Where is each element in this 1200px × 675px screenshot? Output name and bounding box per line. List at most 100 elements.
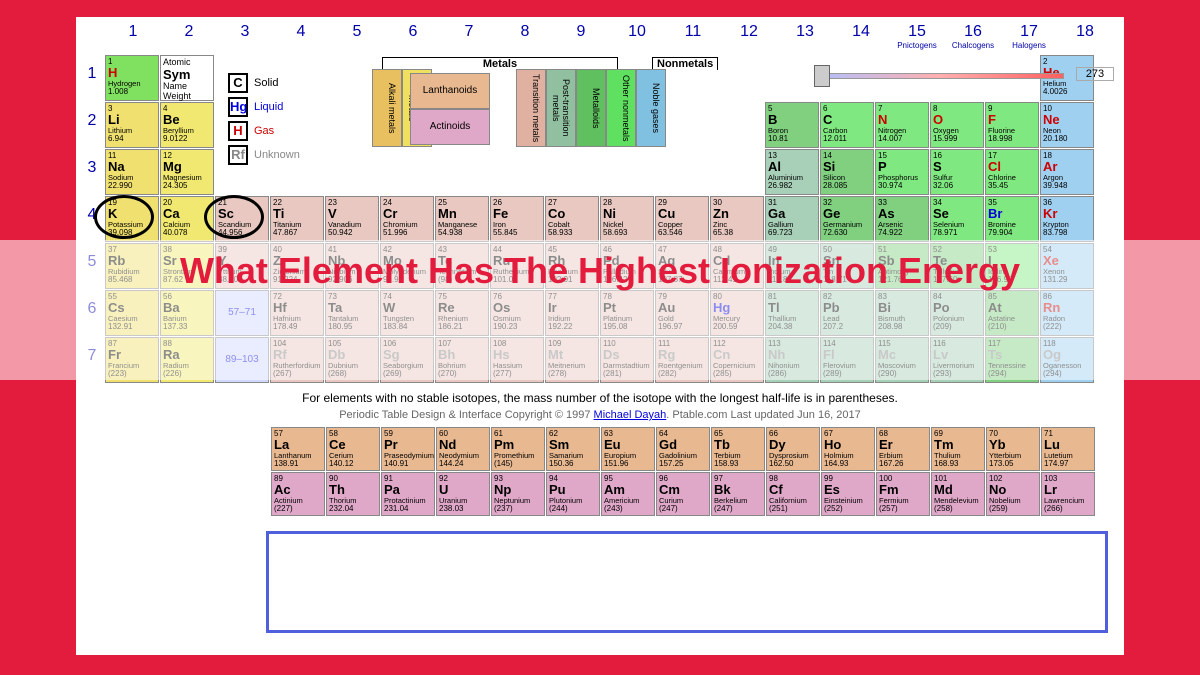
element-lv[interactable]: 116LvLivermorium(293) xyxy=(930,337,984,383)
category-noble-gases[interactable]: Noble gases xyxy=(636,69,666,147)
element-kr[interactable]: 36KrKrypton83.798 xyxy=(1040,196,1094,242)
element-hs[interactable]: 108HsHassium(277) xyxy=(490,337,544,383)
group-header-7[interactable]: 7 xyxy=(442,17,496,55)
element-b[interactable]: 5BBoron10.81 xyxy=(765,102,819,148)
element-tm[interactable]: 69TmThulium168.93 xyxy=(931,427,985,471)
temperature-slider[interactable] xyxy=(814,73,1064,85)
element-nd[interactable]: 60NdNeodymium144.24 xyxy=(436,427,490,471)
group-header-6[interactable]: 6 xyxy=(386,17,440,55)
element-nb[interactable]: 41NbNiobium92.906 xyxy=(325,243,379,289)
element-cu[interactable]: 29CuCopper63.546 xyxy=(655,196,709,242)
period-header-6[interactable]: 6 xyxy=(80,290,104,318)
element-ca[interactable]: 20CaCalcium40.078 xyxy=(160,196,214,242)
element-mc[interactable]: 115McMoscovium(290) xyxy=(875,337,929,383)
element-ge[interactable]: 32GeGermanium72.630 xyxy=(820,196,874,242)
group-header-13[interactable]: 13 xyxy=(778,17,832,55)
element-zn[interactable]: 30ZnZinc65.38 xyxy=(710,196,764,242)
element-db[interactable]: 105DbDubnium(268) xyxy=(325,337,379,383)
group-header-12[interactable]: 12 xyxy=(722,17,776,55)
element-ra[interactable]: 88RaRadium(226) xyxy=(160,337,214,383)
group-header-10[interactable]: 10 xyxy=(610,17,664,55)
group-header-18[interactable]: 18 xyxy=(1058,17,1112,55)
group-header-4[interactable]: 4 xyxy=(274,17,328,55)
element-ne[interactable]: 10NeNeon20.180 xyxy=(1040,102,1094,148)
element-yb[interactable]: 70YbYtterbium173.05 xyxy=(986,427,1040,471)
element-ce[interactable]: 58CeCerium140.12 xyxy=(326,427,380,471)
element-te[interactable]: 52TeTellurium127.60 xyxy=(930,243,984,289)
element-og[interactable]: 118OgOganesson(294) xyxy=(1040,337,1094,383)
element-th[interactable]: 90ThThorium232.04 xyxy=(326,472,380,516)
element-in[interactable]: 49InIndium114.82 xyxy=(765,243,819,289)
element-be[interactable]: 4BeBeryllium9.0122 xyxy=(160,102,214,148)
element-tc[interactable]: 43TcTechnetium(98) xyxy=(435,243,489,289)
element-sb[interactable]: 51SbAntimony121.76 xyxy=(875,243,929,289)
element-no[interactable]: 102NoNobelium(259) xyxy=(986,472,1040,516)
period-header-1[interactable]: 1 xyxy=(80,55,104,83)
state-liquid[interactable]: HgLiquid xyxy=(228,97,300,117)
element-p[interactable]: 15PPhosphorus30.974 xyxy=(875,149,929,195)
category-alkali-metals[interactable]: Alkali metals xyxy=(372,69,402,147)
element-bh[interactable]: 107BhBohrium(270) xyxy=(435,337,489,383)
element-bi[interactable]: 83BiBismuth208.98 xyxy=(875,290,929,336)
element-br[interactable]: 35BrBromine79.904 xyxy=(985,196,1039,242)
group-header-8[interactable]: 8 xyxy=(498,17,552,55)
element-li[interactable]: 3LiLithium6.94 xyxy=(105,102,159,148)
element-es[interactable]: 99EsEinsteinium(252) xyxy=(821,472,875,516)
element-sc[interactable]: 21ScScandium44.956 xyxy=(215,196,269,242)
element-zr[interactable]: 40ZrZirconium91.224 xyxy=(270,243,324,289)
element-u[interactable]: 92UUranium238.03 xyxy=(436,472,490,516)
element-pd[interactable]: 46PdPalladium106.42 xyxy=(600,243,654,289)
group-header-1[interactable]: 1 xyxy=(106,17,160,55)
element-po[interactable]: 84PoPolonium(209) xyxy=(930,290,984,336)
element-c[interactable]: 6CCarbon12.011 xyxy=(820,102,874,148)
element-mg[interactable]: 12MgMagnesium24.305 xyxy=(160,149,214,195)
element-ds[interactable]: 110DsDarmstadtium(281) xyxy=(600,337,654,383)
group-header-11[interactable]: 11 xyxy=(666,17,720,55)
element-ga[interactable]: 31GaGallium69.723 xyxy=(765,196,819,242)
element-sg[interactable]: 106SgSeaborgium(269) xyxy=(380,337,434,383)
element-mn[interactable]: 25MnManganese54.938 xyxy=(435,196,489,242)
element-si[interactable]: 14SiSilicon28.085 xyxy=(820,149,874,195)
element-rg[interactable]: 111RgRoentgenium(282) xyxy=(655,337,709,383)
element-mo[interactable]: 42MoMolybdenum95.95 xyxy=(380,243,434,289)
category-other-nonmetals[interactable]: Other nonmetals xyxy=(606,69,636,147)
element-rh[interactable]: 45RhRhodium102.91 xyxy=(545,243,599,289)
element-ho[interactable]: 67HoHolmium164.93 xyxy=(821,427,875,471)
element-fl[interactable]: 114FlFlerovium(289) xyxy=(820,337,874,383)
element-pm[interactable]: 61PmPromethium(145) xyxy=(491,427,545,471)
element-v[interactable]: 23VVanadium50.942 xyxy=(325,196,379,242)
element-hf[interactable]: 72HfHafnium178.49 xyxy=(270,290,324,336)
element-pa[interactable]: 91PaProtactinium231.04 xyxy=(381,472,435,516)
element-os[interactable]: 76OsOsmium190.23 xyxy=(490,290,544,336)
element-k[interactable]: 19KPotassium39.098 xyxy=(105,196,159,242)
credit-link[interactable]: Michael Dayah xyxy=(594,409,667,421)
element-ta[interactable]: 73TaTantalum180.95 xyxy=(325,290,379,336)
element-ag[interactable]: 47AgSilver107.87 xyxy=(655,243,709,289)
element-f[interactable]: 9FFluorine18.998 xyxy=(985,102,1039,148)
element-ba[interactable]: 56BaBarium137.33 xyxy=(160,290,214,336)
group-header-17[interactable]: 17Halogens xyxy=(1002,17,1056,55)
element-tb[interactable]: 65TbTerbium158.93 xyxy=(711,427,765,471)
element-cd[interactable]: 48CdCadmium112.41 xyxy=(710,243,764,289)
element-s[interactable]: 16SSulfur32.06 xyxy=(930,149,984,195)
element-ti[interactable]: 22TiTitanium47.867 xyxy=(270,196,324,242)
category-post-transition-metals[interactable]: Post-transition metals xyxy=(546,69,576,147)
element-xe[interactable]: 54XeXenon131.29 xyxy=(1040,243,1094,289)
element-na[interactable]: 11NaSodium22.990 xyxy=(105,149,159,195)
element-as[interactable]: 33AsArsenic74.922 xyxy=(875,196,929,242)
element-at[interactable]: 85AtAstatine(210) xyxy=(985,290,1039,336)
element-tl[interactable]: 81TlThallium204.38 xyxy=(765,290,819,336)
lanthanoids-label[interactable]: Lanthanoids xyxy=(410,73,490,109)
element-pu[interactable]: 94PuPlutonium(244) xyxy=(546,472,600,516)
category-transition-metals[interactable]: Transition metals xyxy=(516,69,546,147)
element-cs[interactable]: 55CsCaesium132.91 xyxy=(105,290,159,336)
group-header-16[interactable]: 16Chalcogens xyxy=(946,17,1000,55)
element-cf[interactable]: 98CfCalifornium(251) xyxy=(766,472,820,516)
element-nh[interactable]: 113NhNihonium(286) xyxy=(765,337,819,383)
element-pr[interactable]: 59PrPraseodymium140.91 xyxy=(381,427,435,471)
actinoids-label[interactable]: Actinoids xyxy=(410,109,490,145)
slider-handle[interactable] xyxy=(814,65,830,87)
element-am[interactable]: 95AmAmericium(243) xyxy=(601,472,655,516)
element-ni[interactable]: 28NiNickel58.693 xyxy=(600,196,654,242)
element-pb[interactable]: 82PbLead207.2 xyxy=(820,290,874,336)
